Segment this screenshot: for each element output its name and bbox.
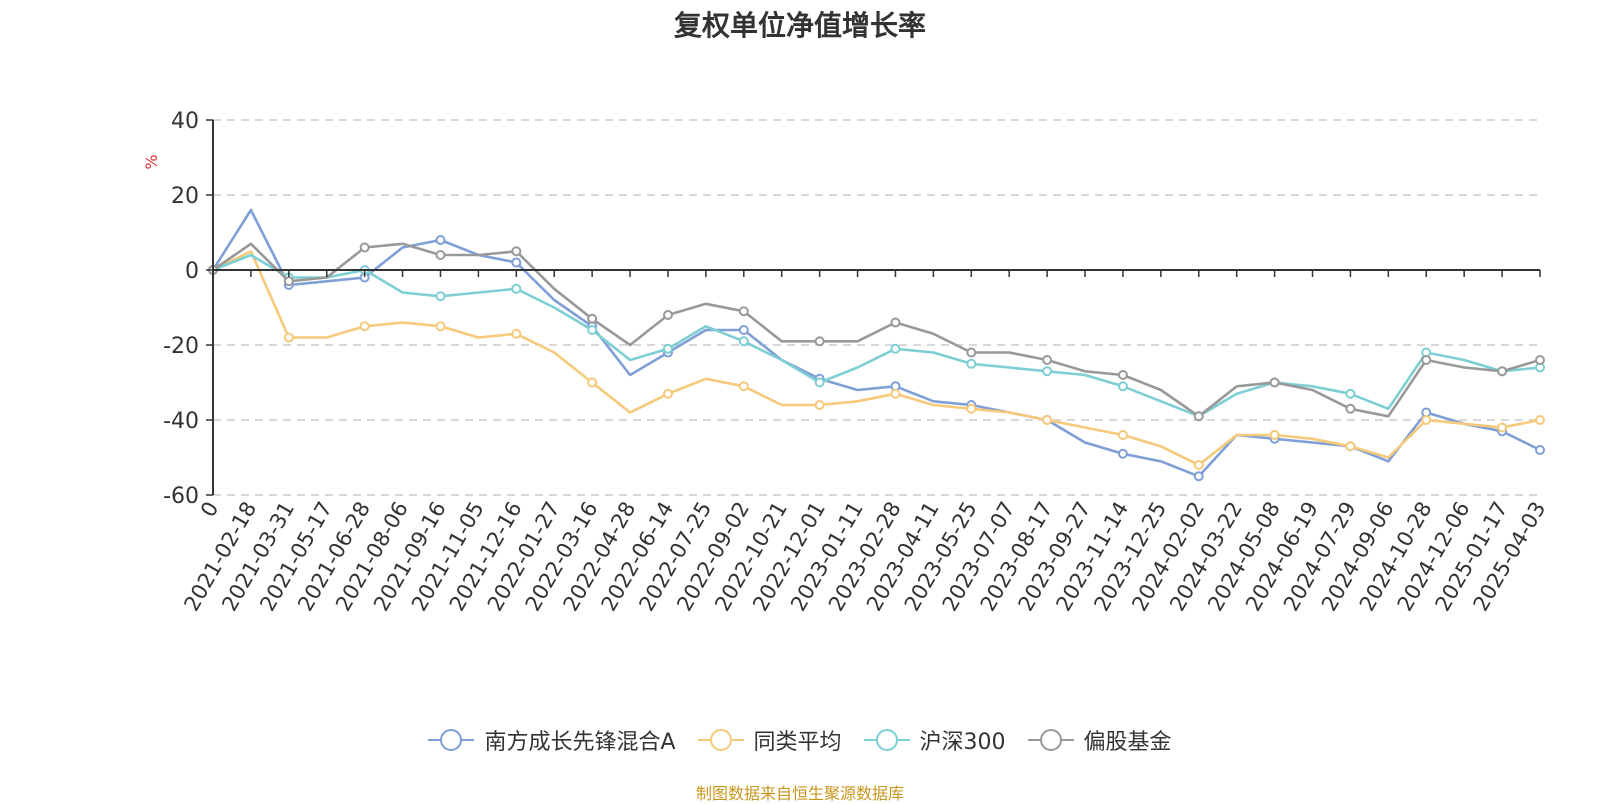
y-tick-label: 0	[185, 259, 199, 284]
series-point	[1421, 415, 1432, 425]
series-point	[283, 276, 294, 287]
legend-item[interactable]: 同类平均	[697, 724, 842, 756]
legend-item[interactable]: 偏股基金	[1027, 724, 1172, 756]
legend-line-circle-icon	[863, 729, 910, 751]
series-point	[1193, 460, 1204, 470]
series-point	[966, 403, 977, 414]
series-point	[738, 325, 749, 335]
legend-label: 沪深300	[919, 730, 1006, 755]
series-lines	[208, 208, 1545, 482]
series-line	[212, 253, 1541, 418]
series-point	[1345, 403, 1356, 414]
series-point	[1193, 411, 1204, 422]
series-point	[738, 306, 749, 317]
series-point	[966, 358, 977, 369]
series-point	[738, 381, 749, 392]
series-point	[435, 291, 446, 302]
series-point	[814, 336, 825, 347]
source-note: 制图数据来自恒生聚源数据库	[695, 784, 904, 803]
series-point	[1269, 430, 1280, 440]
series-point	[890, 343, 901, 354]
series-point	[662, 310, 673, 320]
legend-label: 南方成长先锋混合A	[484, 730, 676, 755]
legend-line-circle-icon	[428, 729, 475, 751]
chart-title: 复权单位净值增长率	[673, 9, 926, 42]
series-point	[587, 325, 598, 335]
legend-item[interactable]: 南方成长先锋混合A	[428, 724, 676, 756]
series-point	[435, 250, 446, 260]
series-point	[511, 328, 522, 339]
series-point	[435, 321, 446, 332]
series-point	[1117, 381, 1128, 392]
y-axis-unit: %	[142, 154, 161, 169]
series-point	[359, 242, 370, 253]
legend: 南方成长先锋混合A 同类平均 沪深300 偏股基金	[0, 720, 1600, 760]
series-point	[587, 313, 598, 324]
legend-item[interactable]: 沪深300	[863, 724, 1006, 756]
series-line	[212, 242, 1541, 418]
series-point	[1345, 441, 1356, 452]
axes: 40200-20-40-6002021-02-182021-03-312021-…	[163, 109, 1550, 615]
legend-label: 同类平均	[753, 730, 842, 755]
series-point	[1117, 370, 1128, 380]
y-tick-label: -40	[163, 409, 199, 434]
series-point	[662, 343, 673, 354]
series-point	[1497, 366, 1508, 377]
series-point	[814, 377, 825, 388]
series-point	[1535, 355, 1545, 365]
series-point	[587, 377, 598, 388]
series-point	[1535, 415, 1545, 425]
series-point	[1421, 355, 1432, 365]
series-point	[1193, 471, 1204, 482]
series-point	[1117, 448, 1128, 459]
legend-line-circle-icon	[1027, 729, 1074, 751]
series-line	[211, 208, 1541, 478]
series-point	[359, 321, 370, 332]
legend-label: 偏股基金	[1083, 730, 1172, 755]
series-point	[1042, 415, 1053, 425]
series-point	[1117, 430, 1128, 440]
series-point	[738, 336, 749, 347]
grid-lines	[213, 119, 1540, 496]
series-point	[1497, 422, 1508, 433]
series-point	[814, 400, 825, 410]
y-tick-label: 20	[171, 184, 199, 209]
y-tick-label: -20	[163, 334, 199, 359]
series-point	[890, 317, 901, 328]
series-point	[966, 347, 977, 358]
legend-line-circle-icon	[697, 729, 744, 751]
series-point	[283, 332, 294, 343]
series-line	[212, 250, 1541, 467]
series-point	[511, 246, 522, 257]
series-point	[1042, 355, 1053, 365]
series-point	[1345, 388, 1356, 399]
series-point	[435, 235, 446, 245]
series-point	[511, 257, 522, 268]
x-tick-label: 0	[196, 498, 223, 522]
y-tick-label: -60	[163, 484, 199, 509]
y-tick-label: 40	[171, 109, 199, 134]
series-point	[1535, 445, 1545, 455]
series-point	[890, 388, 901, 399]
series-point	[511, 283, 522, 294]
series-point	[1042, 366, 1053, 377]
series-point	[1269, 377, 1280, 388]
series-point	[662, 388, 673, 399]
